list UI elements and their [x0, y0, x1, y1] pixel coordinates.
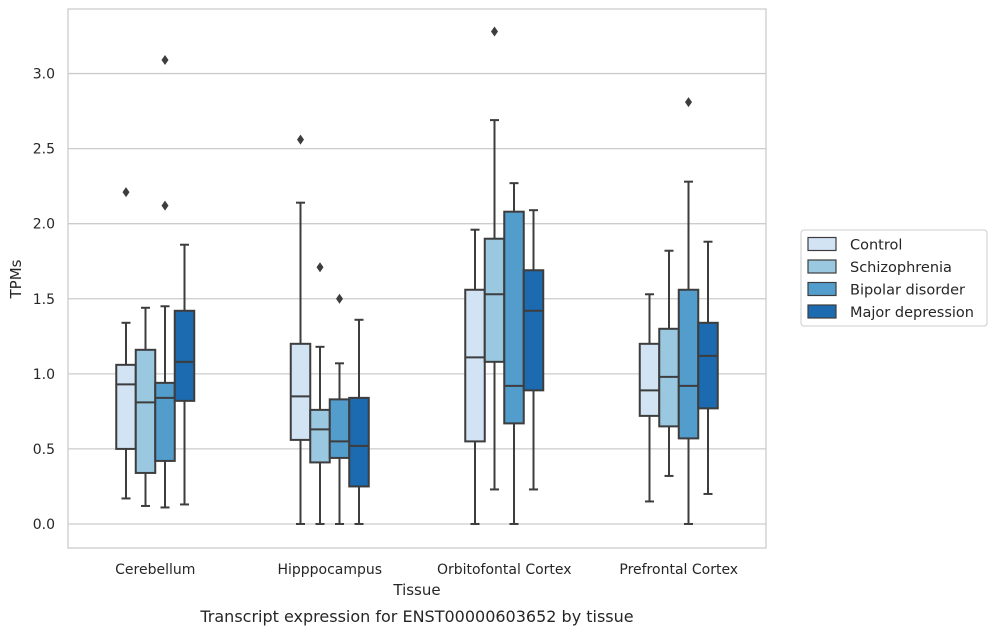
box — [503, 210, 525, 425]
box-group — [638, 293, 661, 503]
legend-label: Bipolar disorder — [850, 283, 965, 299]
box — [154, 381, 176, 462]
outlier-point — [336, 293, 343, 304]
legend-label: Major depression — [850, 305, 974, 321]
x-tick-labels: Cerebellum Hipppocampus Orbitofontal Corte… — [115, 562, 738, 578]
box-group — [697, 240, 719, 495]
box — [115, 363, 137, 450]
box — [697, 321, 719, 410]
legend-swatch — [807, 281, 837, 297]
outlier-point — [316, 262, 324, 273]
box-group — [173, 243, 196, 506]
legend: Control Schizophrenia Bipolar disorder Majo… — [800, 229, 988, 327]
box-group — [464, 228, 486, 525]
box — [464, 288, 486, 443]
figure-caption: Transcript expression for ENST0000060365… — [199, 607, 633, 626]
y-tick-label: 2.5 — [33, 142, 55, 158]
box-group — [154, 55, 176, 509]
box-group — [348, 318, 370, 525]
x-tick-label: Cerebellum — [115, 562, 195, 578]
box-group — [289, 134, 312, 525]
box — [289, 342, 312, 441]
plot-frame — [67, 8, 767, 549]
box — [348, 396, 370, 488]
legend-swatch — [807, 236, 837, 252]
x-tick-label: Prefrontal Cortex — [619, 562, 738, 578]
box — [522, 269, 545, 392]
box-group — [483, 26, 506, 491]
box-group — [522, 209, 545, 491]
plot-background — [68, 9, 766, 548]
box — [134, 348, 157, 474]
y-tick-label: 1.5 — [33, 292, 55, 308]
y-tick-label: 3.0 — [33, 67, 55, 83]
y-tick-label: 0.5 — [33, 442, 55, 458]
outlier-point — [161, 55, 169, 66]
box-groups — [115, 26, 719, 525]
outlier-point — [297, 134, 304, 145]
box — [173, 309, 196, 402]
y-tick-label: 0.0 — [33, 517, 55, 533]
legend-swatch — [807, 259, 837, 274]
box — [483, 237, 506, 363]
legend-swatch — [807, 304, 837, 319]
y-tick-label: 1.0 — [33, 367, 55, 383]
outlier-point — [491, 26, 498, 37]
x-axis-label: Tissue — [392, 581, 440, 599]
legend-frame — [800, 229, 988, 327]
box — [677, 288, 700, 440]
y-tick-label: 2.0 — [33, 217, 55, 233]
outlier-point — [685, 97, 692, 108]
box — [309, 408, 331, 464]
legend-label: Schizophrenia — [850, 260, 952, 276]
y-tick-labels: 0.0 0.5 1.0 1.5 2.0 2.5 3.0 — [33, 67, 55, 533]
box-group — [134, 306, 157, 507]
outlier-point — [161, 200, 169, 211]
legend-label: Control — [850, 238, 902, 254]
box — [328, 398, 351, 459]
y-axis-label: TPMs — [7, 259, 25, 299]
x-tick-label: Orbitofontal Cortex — [437, 562, 572, 578]
x-tick-label: Hipppocampus — [277, 562, 382, 578]
box-group — [658, 249, 680, 477]
box — [638, 342, 661, 417]
outlier-point — [122, 187, 130, 198]
